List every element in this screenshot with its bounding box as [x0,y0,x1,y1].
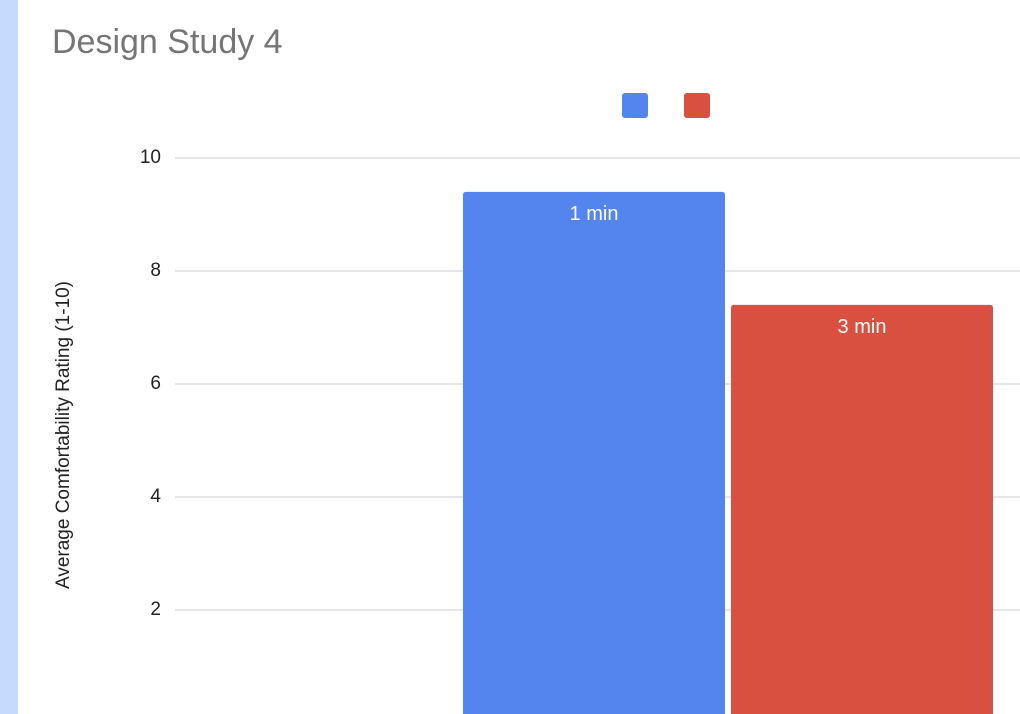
y-tick-label: 2 [150,599,161,620]
legend-swatch [622,93,648,118]
y-axis-label: Average Comfortability Rating (1-10) [53,281,74,589]
bar [463,191,725,714]
y-tick-label: 6 [150,373,161,394]
bar-label: 1 min [570,203,619,225]
bar-label: 3 min [838,316,887,338]
y-tick-label: 8 [150,260,161,281]
legend-swatch [684,93,710,118]
bar [731,304,993,714]
side-strip [0,0,18,714]
y-tick-label: 0 [150,712,161,714]
chart-title: Design Study 4 [52,23,283,61]
y-tick-label: 10 [140,147,161,168]
y-tick-label: 4 [150,486,161,507]
